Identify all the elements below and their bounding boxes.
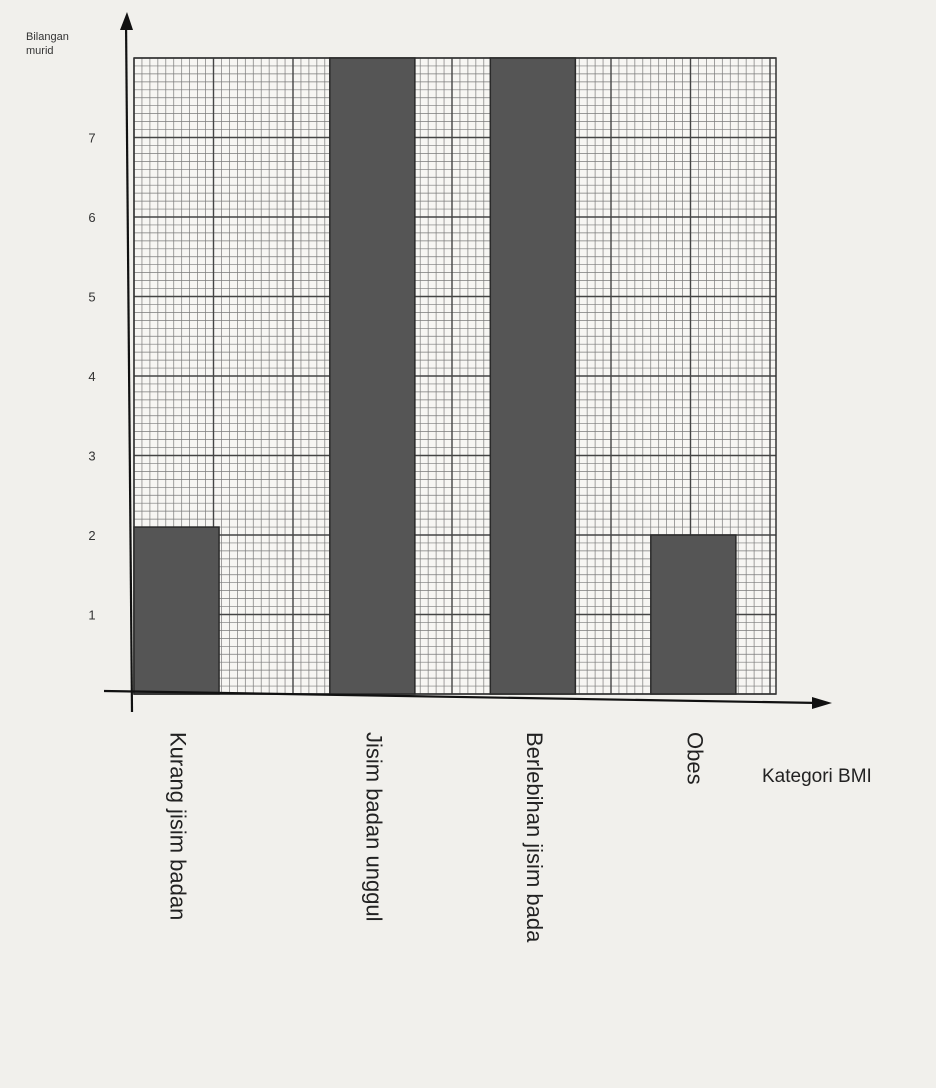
bar-4: [650, 534, 737, 695]
y-tick-label: 4: [88, 369, 95, 384]
x-axis-arrow: [812, 697, 832, 709]
y-axis-label: Bilangan: [26, 31, 69, 43]
bar-3: [489, 57, 577, 695]
category-label: Kurang jisim badan: [166, 732, 191, 920]
y-tick-label: 7: [88, 131, 95, 146]
category-label: Obes: [682, 732, 707, 785]
bar-1: [133, 526, 220, 695]
x-axis-line: [103, 689, 821, 705]
labels: 1 2 3 4 5 6 7 Bilangan murid Kurang jisim badan Ji…: [26, 31, 872, 943]
y-tick-label: 3: [88, 449, 95, 464]
category-label: Jisim badan unggul: [361, 732, 386, 922]
x-axis-label: Kategori BMI: [762, 766, 872, 787]
y-tick-label: 2: [88, 528, 95, 543]
y-tick-label: 5: [88, 290, 95, 305]
axes: [103, 12, 832, 713]
bars: [133, 57, 737, 695]
bar-2: [329, 57, 416, 695]
y-tick-label: 6: [88, 210, 95, 225]
y-axis-arrow: [120, 12, 133, 30]
category-label: Berlebihan jisim bada: [522, 732, 547, 943]
y-axis-line: [124, 19, 134, 713]
plot-border: [133, 57, 777, 695]
y-tick-label: 1: [88, 608, 95, 623]
y-axis-label: murid: [26, 45, 54, 57]
